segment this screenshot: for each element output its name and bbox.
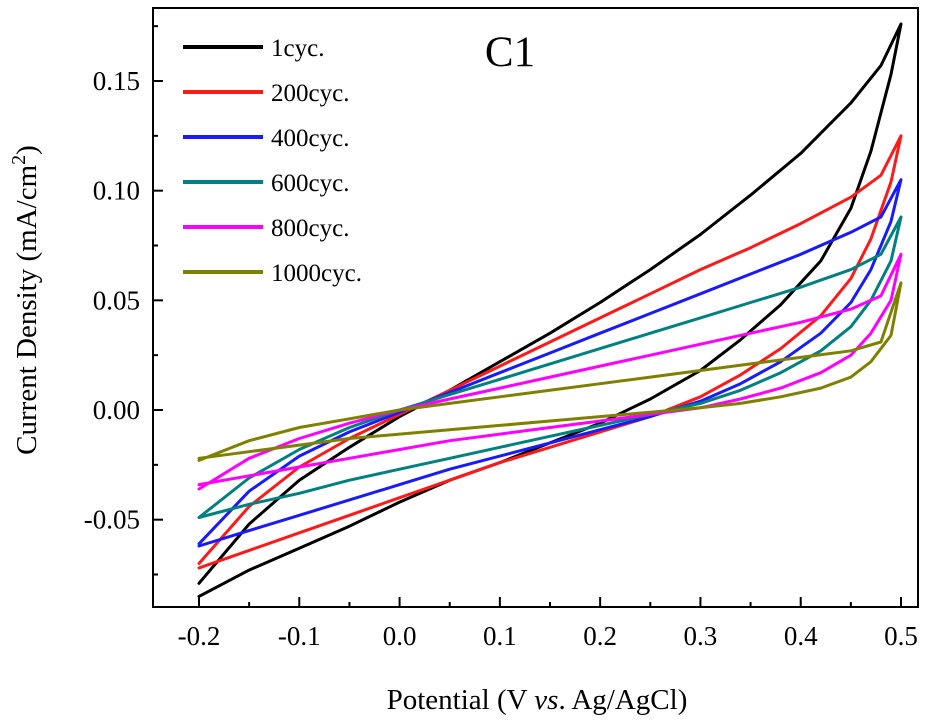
y-axis-title: Current Density (mA/cm2) bbox=[8, 145, 43, 455]
series-line-400cyc bbox=[197, 178, 903, 548]
series-line-600cyc bbox=[197, 215, 903, 519]
series-line-1000cyc bbox=[197, 281, 903, 462]
axes-layer: -0.2 -0.1 0.0 0.1 0.2 0.3 0.4 0.5 -0.05 0.00 0.05 0… bbox=[84, 7, 919, 651]
legend: 1cyc. 200cyc. 400cyc. 600cyc. 800cyc. 1000cyc… bbox=[183, 35, 362, 287]
legend-label: 400cyc. bbox=[271, 125, 349, 152]
legend-label: 1000cyc. bbox=[271, 260, 362, 287]
legend-label: 800cyc. bbox=[271, 215, 349, 242]
x-tick-label: 0.1 bbox=[483, 621, 517, 651]
y-tick-label: 0.10 bbox=[93, 176, 140, 206]
x-axis-title-after: . Ag/AgCl) bbox=[558, 684, 687, 716]
plot-frame bbox=[152, 7, 919, 608]
x-axis-title-italic: vs bbox=[534, 684, 558, 716]
y-axis-title-closing: ) bbox=[11, 145, 43, 155]
chart-annotation: C1 bbox=[485, 29, 535, 76]
y-axis-title-superscript: 2 bbox=[8, 155, 30, 165]
y-tick-label: 0.05 bbox=[93, 285, 140, 315]
x-tick-label: -0.2 bbox=[178, 621, 221, 651]
y-tick-label: 0.15 bbox=[93, 66, 140, 96]
y-tick-label: -0.05 bbox=[84, 505, 140, 535]
series-line-1cyc bbox=[197, 22, 903, 598]
x-axis-title-before: Potential (V bbox=[387, 684, 535, 716]
x-tick-label: 0.3 bbox=[684, 621, 718, 651]
x-tick-label: 0.4 bbox=[784, 621, 818, 651]
series-line-200cyc bbox=[197, 134, 903, 570]
x-tick-label: 0.0 bbox=[383, 621, 417, 651]
legend-label: 200cyc. bbox=[271, 80, 349, 107]
series-layer bbox=[197, 22, 903, 598]
x-tick-label: 0.2 bbox=[583, 621, 617, 651]
legend-label: 1cyc. bbox=[271, 35, 324, 62]
series-line-800cyc bbox=[197, 252, 903, 491]
x-tick-label: -0.1 bbox=[278, 621, 321, 651]
legend-label: 600cyc. bbox=[271, 170, 349, 197]
y-axis-title-main: Current Density (mA/cm bbox=[11, 164, 43, 454]
x-axis-title: Potential (V vs. Ag/AgCl) bbox=[387, 684, 688, 716]
y-tick-label: 0.00 bbox=[93, 395, 140, 425]
x-tick-label: 0.5 bbox=[884, 621, 918, 651]
